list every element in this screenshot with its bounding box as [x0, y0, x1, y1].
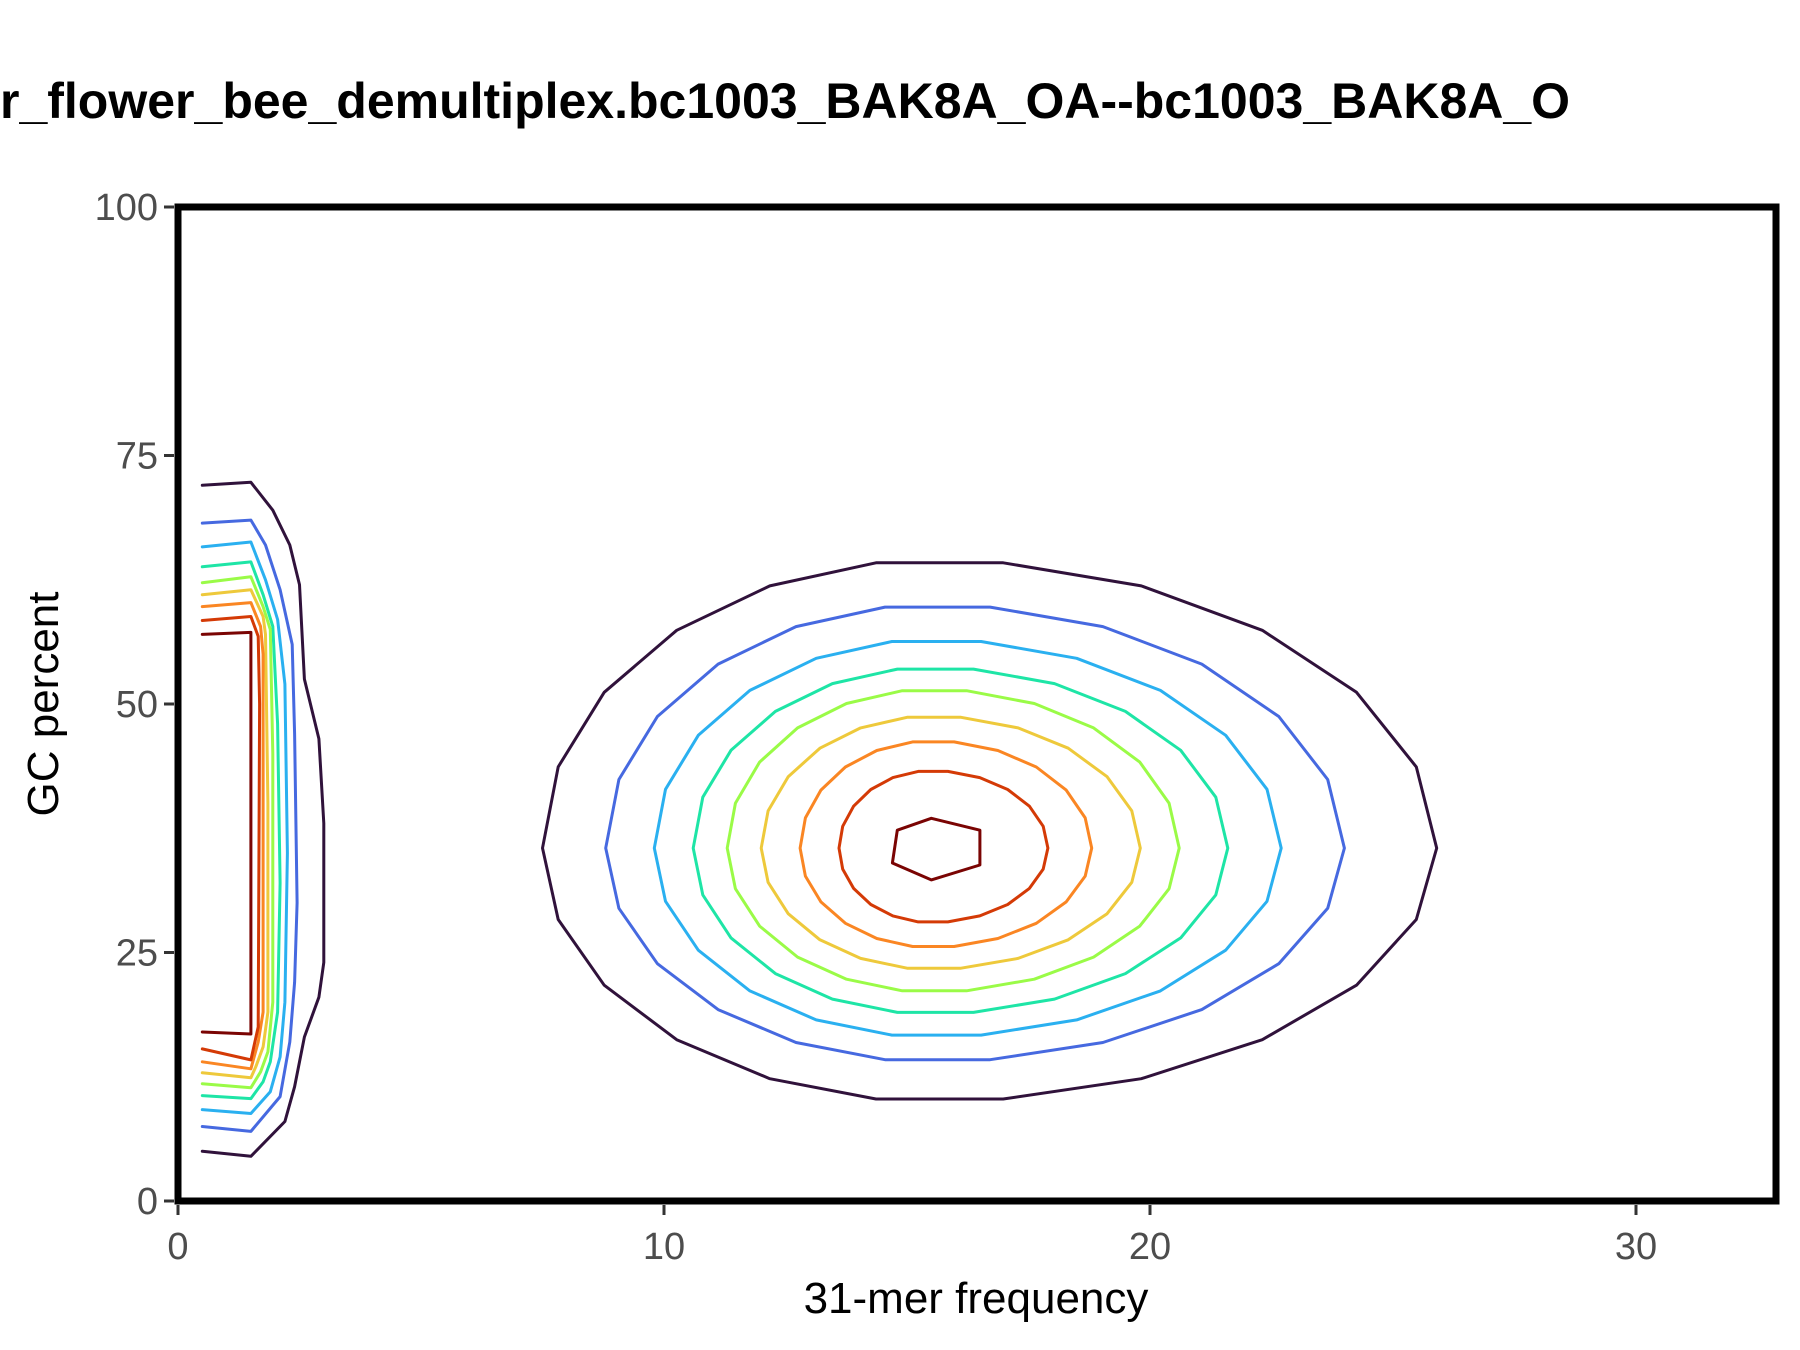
contour-ring-edge-7 — [200, 615, 262, 1062]
contour-ring-edge-4 — [200, 575, 275, 1090]
contour-ring-main-core — [890, 816, 982, 882]
x-tick-label: 0 — [167, 1226, 188, 1268]
y-tick-label: 0 — [137, 1181, 158, 1223]
x-axis-label: 31-mer frequency — [804, 1274, 1149, 1323]
chart-title: r_flower_bee_demultiplex.bc1003_BAK8A_OA… — [0, 73, 1570, 129]
y-axis: 0 25 50 75 100 — [95, 187, 174, 1223]
x-axis: 0 10 20 30 — [167, 1205, 1657, 1268]
contour-ring-edge-6 — [200, 601, 265, 1071]
contour-ring-main-6 — [798, 740, 1094, 948]
contour-ring-main-3 — [691, 667, 1230, 1014]
contour-ring-edge-8 — [200, 630, 253, 1036]
contour-ring-main-4 — [725, 689, 1181, 993]
y-tick-label: 100 — [95, 187, 158, 229]
y-tick-label: 50 — [116, 684, 158, 726]
contour-lines — [200, 480, 1439, 1158]
contour-ring-edge-5 — [200, 588, 270, 1080]
contour-ring-edge-2 — [200, 540, 289, 1115]
x-tick-label: 30 — [1615, 1226, 1657, 1268]
x-tick-label: 20 — [1129, 1226, 1171, 1268]
y-tick-label: 25 — [116, 933, 158, 975]
y-axis-label: GC percent — [19, 592, 68, 817]
plot-panel-border — [174, 203, 1780, 1205]
contour-ring-edge-1 — [200, 518, 299, 1133]
x-tick-label: 10 — [643, 1226, 685, 1268]
contour-ring-main-0 — [541, 561, 1439, 1101]
y-tick-label: 75 — [116, 436, 158, 478]
contour-ring-edge-3 — [200, 560, 282, 1101]
contour-ring-main-2 — [652, 640, 1283, 1037]
contour-ring-edge-0 — [200, 480, 326, 1158]
contour-ring-main-5 — [759, 715, 1142, 970]
contour-ring-main-7 — [837, 769, 1050, 924]
contour-ring-main-1 — [604, 605, 1346, 1062]
